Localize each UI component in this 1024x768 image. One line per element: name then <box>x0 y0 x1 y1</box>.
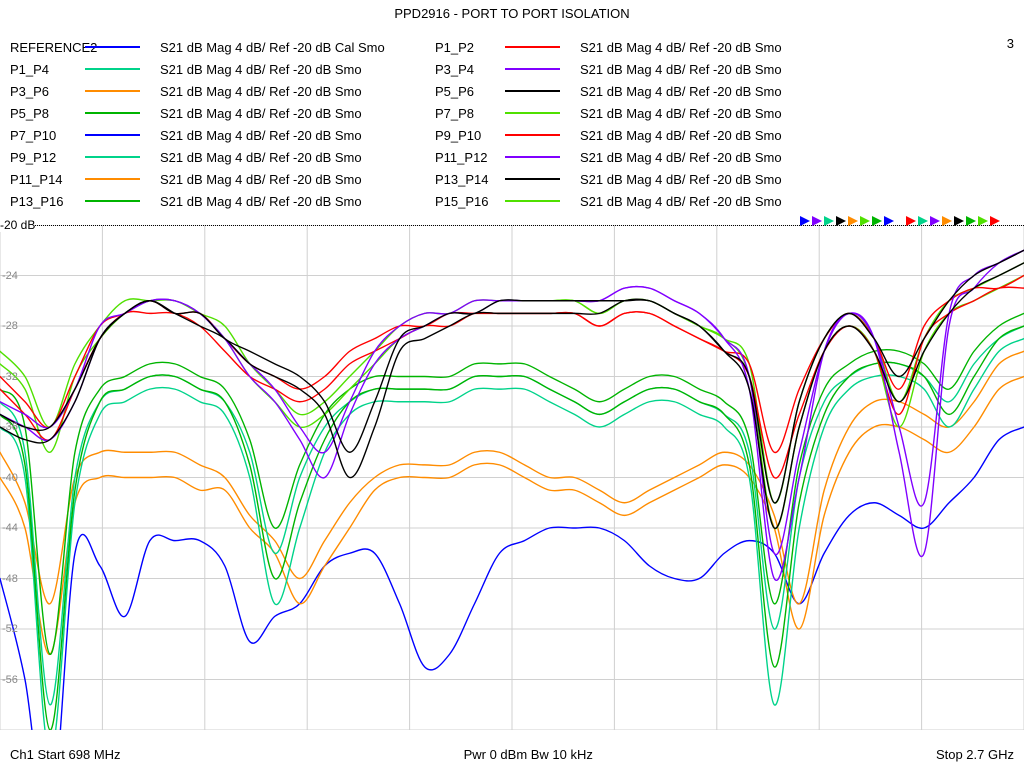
trace-name: P11_P14 <box>10 172 85 187</box>
legend-row: P11_P14S21 dB Mag 4 dB/ Ref -20 dB SmoP1… <box>10 168 1014 190</box>
legend: REFERENCE2 S21 dB Mag 4 dB/ Ref -20 dB Ca… <box>10 36 1014 212</box>
trace-color-swatch <box>85 131 160 139</box>
y-tick-label: -28 <box>2 320 18 332</box>
trace-params: S21 dB Mag 4 dB/ Ref -20 dB Smo <box>580 194 1014 209</box>
ref-line-label: -20 dB <box>0 218 35 232</box>
legend-row: P1_P4S21 dB Mag 4 dB/ Ref -20 dB SmoP3_P… <box>10 58 1014 80</box>
trace-name: P15_P16 <box>435 194 505 209</box>
trace-color-swatch <box>505 43 580 51</box>
trace-name: P5_P8 <box>10 106 85 121</box>
trace-color-swatch <box>85 65 160 73</box>
trace-params: S21 dB Mag 4 dB/ Ref -20 dB Smo <box>580 40 1014 55</box>
trace-name: P1_P4 <box>10 62 85 77</box>
legend-row: P13_P16S21 dB Mag 4 dB/ Ref -20 dB SmoP1… <box>10 190 1014 212</box>
trace-color-swatch <box>505 109 580 117</box>
trace-params: S21 dB Mag 4 dB/ Ref -20 dB Cal Smo <box>160 40 435 55</box>
legend-row: P9_P12S21 dB Mag 4 dB/ Ref -20 dB SmoP11… <box>10 146 1014 168</box>
chart-title: PPD2916 - PORT TO PORT ISOLATION <box>0 0 1024 21</box>
trace-color-swatch <box>85 87 160 95</box>
trace-markers <box>800 216 1020 228</box>
trace-name: REFERENCE2 <box>10 40 85 55</box>
trace-color-swatch <box>505 87 580 95</box>
y-tick-label: -40 <box>2 472 18 484</box>
trace-name: P3_P4 <box>435 62 505 77</box>
trace-color-swatch <box>505 153 580 161</box>
y-tick-label: -56 <box>2 674 18 686</box>
legend-row: P3_P6S21 dB Mag 4 dB/ Ref -20 dB SmoP5_P… <box>10 80 1014 102</box>
trace-params: S21 dB Mag 4 dB/ Ref -20 dB Smo <box>160 172 435 187</box>
trace-color-swatch <box>85 175 160 183</box>
y-tick-label: -48 <box>2 573 18 585</box>
y-tick-label: -32 <box>2 371 18 383</box>
legend-row: P5_P8S21 dB Mag 4 dB/ Ref -20 dB SmoP7_P… <box>10 102 1014 124</box>
trace-color-swatch <box>505 175 580 183</box>
y-tick-label: -52 <box>2 623 18 635</box>
trace-name: P5_P6 <box>435 84 505 99</box>
trace-color-swatch <box>85 109 160 117</box>
y-tick-label: -24 <box>2 270 18 282</box>
trace-name: P3_P6 <box>10 84 85 99</box>
trace-color-swatch <box>85 153 160 161</box>
start-freq-label: Ch1 Start 698 MHz <box>10 747 121 762</box>
trace-params: S21 dB Mag 4 dB/ Ref -20 dB Smo <box>160 62 435 77</box>
trace-name: P1_P2 <box>435 40 505 55</box>
trace-params: S21 dB Mag 4 dB/ Ref -20 dB Smo <box>160 84 435 99</box>
chart-area: -24 -28 -32 -36 -40 -44 -48 -52 -56 <box>0 225 1024 730</box>
stop-freq-label: Stop 2.7 GHz <box>936 747 1014 762</box>
trace-color-swatch <box>85 197 160 205</box>
trace-color-swatch <box>505 65 580 73</box>
trace-name: P9_P12 <box>10 150 85 165</box>
trace-name: P11_P12 <box>435 150 505 165</box>
trace-color-swatch <box>505 197 580 205</box>
trace-name: P9_P10 <box>435 128 505 143</box>
trace-params: S21 dB Mag 4 dB/ Ref -20 dB Smo <box>160 128 435 143</box>
chart-svg <box>0 225 1024 730</box>
trace-color-swatch <box>505 131 580 139</box>
trace-color-swatch <box>85 43 160 51</box>
trace-name: P13_P14 <box>435 172 505 187</box>
legend-row: P7_P10S21 dB Mag 4 dB/ Ref -20 dB SmoP9_… <box>10 124 1014 146</box>
trace-params: S21 dB Mag 4 dB/ Ref -20 dB Smo <box>580 128 1014 143</box>
power-bw-label: Pwr 0 dBm Bw 10 kHz <box>464 747 593 762</box>
trace-name: P13_P16 <box>10 194 85 209</box>
trace-params: S21 dB Mag 4 dB/ Ref -20 dB Smo <box>580 172 1014 187</box>
trace-params: S21 dB Mag 4 dB/ Ref -20 dB Smo <box>160 150 435 165</box>
trace-params: S21 dB Mag 4 dB/ Ref -20 dB Smo <box>580 106 1014 121</box>
y-tick-label: -44 <box>2 522 18 534</box>
trace-params: S21 dB Mag 4 dB/ Ref -20 dB Smo <box>580 150 1014 165</box>
status-bar: Ch1 Start 698 MHz Pwr 0 dBm Bw 10 kHz St… <box>10 747 1014 762</box>
trace-params: S21 dB Mag 4 dB/ Ref -20 dB Smo <box>160 194 435 209</box>
trace-params: S21 dB Mag 4 dB/ Ref -20 dB Smo <box>580 84 1014 99</box>
trace-name: P7_P10 <box>10 128 85 143</box>
trace-params: S21 dB Mag 4 dB/ Ref -20 dB Smo <box>580 62 1014 77</box>
trace-params: S21 dB Mag 4 dB/ Ref -20 dB Smo <box>160 106 435 121</box>
trace-name: P7_P8 <box>435 106 505 121</box>
legend-row: REFERENCE2 S21 dB Mag 4 dB/ Ref -20 dB Ca… <box>10 36 1014 58</box>
y-tick-label: -36 <box>2 421 18 433</box>
